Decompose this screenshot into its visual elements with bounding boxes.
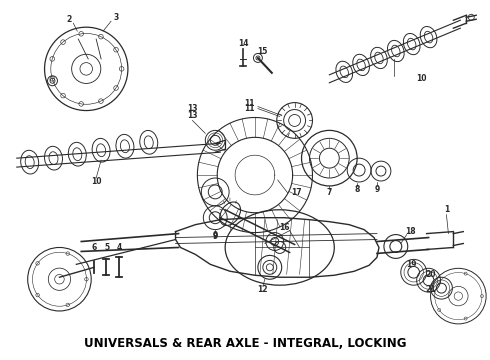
Text: 1: 1 [444, 205, 449, 214]
Text: UNIVERSALS & REAR AXLE - INTEGRAL, LOCKING: UNIVERSALS & REAR AXLE - INTEGRAL, LOCKI… [84, 337, 406, 350]
Text: 13: 13 [187, 104, 197, 113]
Text: 14: 14 [238, 39, 248, 48]
Text: 5: 5 [104, 243, 110, 252]
Text: 4: 4 [116, 243, 122, 252]
Text: 20: 20 [425, 270, 436, 279]
Text: 11: 11 [244, 99, 254, 108]
Text: 10: 10 [416, 74, 427, 83]
Text: 9: 9 [213, 231, 218, 240]
Text: 13: 13 [187, 111, 197, 120]
Text: 2: 2 [67, 15, 72, 24]
Text: 6: 6 [92, 243, 97, 252]
Text: 21: 21 [425, 285, 436, 294]
Text: 12: 12 [258, 285, 268, 294]
Text: 11: 11 [244, 104, 254, 113]
Text: 15: 15 [257, 46, 267, 55]
Text: 8: 8 [354, 185, 360, 194]
Text: 17: 17 [291, 188, 302, 197]
Text: 19: 19 [406, 260, 417, 269]
Text: 9: 9 [374, 185, 380, 194]
Text: 18: 18 [405, 227, 416, 236]
Text: 16: 16 [279, 223, 290, 232]
Text: 9: 9 [213, 232, 218, 241]
Text: 3: 3 [113, 13, 119, 22]
Text: 10: 10 [91, 177, 101, 186]
Text: 7: 7 [327, 188, 332, 197]
